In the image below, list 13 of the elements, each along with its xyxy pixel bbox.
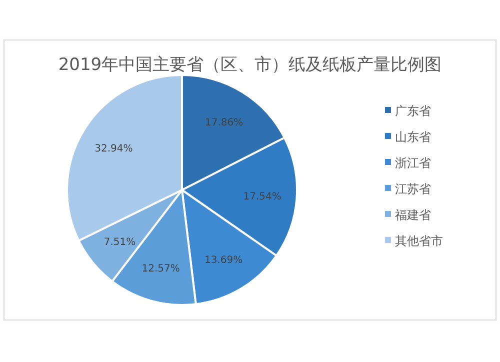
data-label: 7.51% (104, 237, 136, 248)
legend-label: 江苏省 (395, 182, 431, 196)
legend-label: 福建省 (395, 208, 431, 222)
legend-label: 山东省 (395, 130, 431, 144)
data-label: 17.54% (243, 191, 282, 202)
legend-label: 广东省 (395, 104, 431, 118)
data-label: 17.86% (204, 117, 244, 128)
data-label: 13.69% (204, 254, 243, 266)
legend-label: 其他省市 (395, 234, 443, 248)
data-label: 32.94% (94, 143, 133, 154)
legend-label: 浙江省 (395, 156, 431, 170)
chart-title: 2019年中国主要省（区、市）纸及纸板产量比例图 (58, 55, 442, 75)
data-label: 12.57% (142, 264, 180, 275)
